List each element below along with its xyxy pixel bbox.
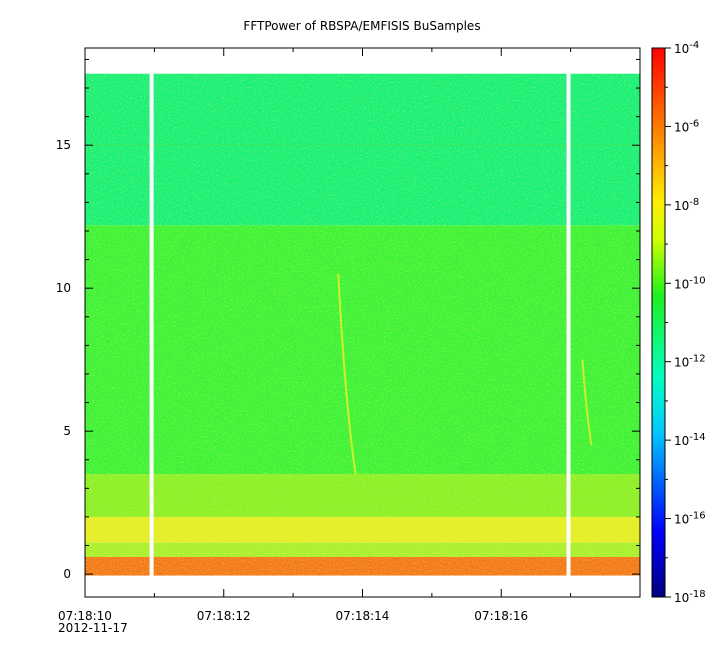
x-tick-label-1: 07:18:12	[197, 609, 251, 623]
y-tick-label-2: 10	[56, 281, 71, 295]
noise-texture	[85, 73, 640, 576]
spectrogram-features	[85, 144, 640, 475]
cb-tick-label-5: 10-14	[674, 432, 706, 448]
chart-title: FFTPower of RBSPA/EMFISIS BuSamples	[243, 19, 480, 33]
data-gaps	[149, 73, 571, 576]
cb-tick-label-1: 10-6	[674, 118, 699, 134]
cb-tick-label-7: 10-18	[674, 589, 706, 605]
x-tick-label-0: 07:18:10	[58, 609, 112, 623]
x-tick-label-3: 07:18:16	[474, 609, 528, 623]
whistler-trace-1	[337, 273, 357, 475]
cb-tick-label-6: 10-16	[674, 511, 706, 527]
x-tick-label-2: 07:18:14	[336, 609, 390, 623]
colorbar-axis: 10-4 10-6 10-8 10-10 10-12 10-14 10-16 10-18	[665, 40, 706, 605]
y-axis: 0 5 10 15	[56, 58, 640, 581]
x-axis: 07:18:10 07:18:12 07:18:14 07:18:16	[58, 48, 572, 623]
data-gap-1	[566, 73, 571, 576]
y-tick-label-0: 0	[63, 567, 71, 581]
data-gap-0	[149, 73, 154, 576]
cb-tick-label-4: 10-12	[674, 354, 706, 370]
y-tick-label-1: 5	[63, 424, 71, 438]
y-tick-label-3: 15	[56, 138, 71, 152]
x-date-label: 2012-11-17	[58, 621, 128, 635]
cb-tick-label-2: 10-8	[674, 197, 699, 213]
cb-tick-label-0: 10-4	[674, 40, 699, 56]
whistler-trace-2	[581, 359, 593, 446]
spectrogram-bands	[85, 73, 640, 576]
cb-tick-label-3: 10-10	[674, 275, 706, 291]
colorbar	[651, 47, 666, 598]
